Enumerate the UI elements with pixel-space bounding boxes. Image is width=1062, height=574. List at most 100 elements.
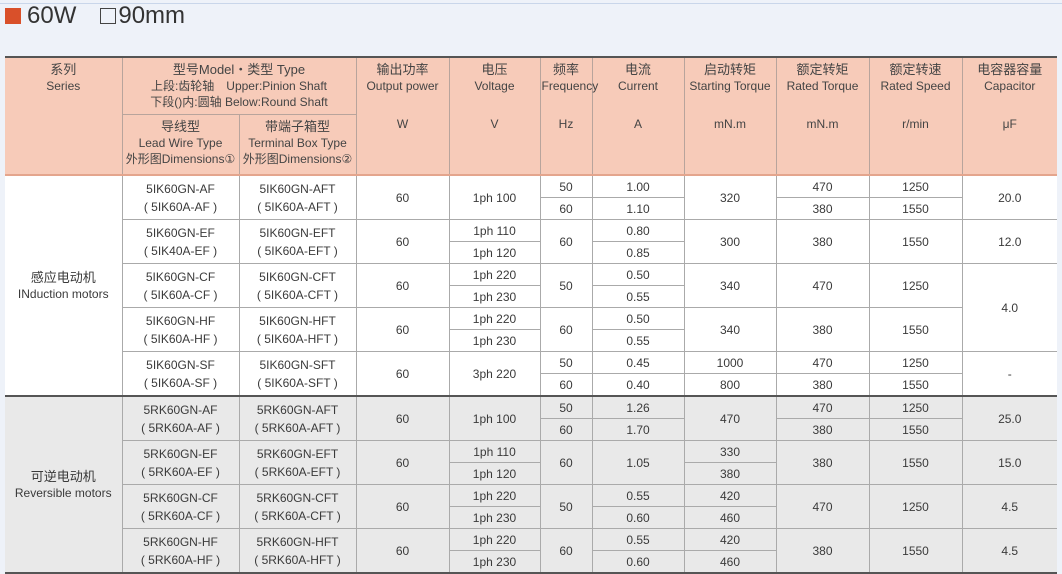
lead-wire-model: 5IK60GN-AF( 5IK60A-AF ) (121, 174, 240, 220)
voltage-cell: 1ph 230 (449, 506, 541, 529)
capacitor-cell: - (961, 351, 1057, 397)
capacitor-cell: 15.0 (961, 440, 1057, 485)
output-power-cell: 60 (355, 395, 450, 441)
rated-speed-cell: 1250 (868, 174, 963, 198)
header-lead-wire: 导线型 Lead Wire Type 外形图Dimensions① (122, 114, 240, 176)
rated-torque-cell: 380 (775, 373, 870, 397)
header-series: 系列 Series (5, 57, 123, 176)
series-label: 感应电动机 INduction motors (5, 174, 123, 397)
starting-torque-cell: 340 (683, 263, 777, 308)
power-rating: 60W (27, 2, 77, 29)
rated-torque-cell: 470 (775, 395, 870, 419)
header-output-power: 输出功率 Output power W (355, 57, 450, 176)
rated-speed-cell: 1550 (868, 418, 962, 441)
terminal-box-model: 5RK60GN-EFT( 5RK60A-EFT ) (238, 440, 357, 485)
header-rated-speed: 额定转速 Rated Speed r/min (868, 57, 963, 176)
voltage-cell: 1ph 110 (448, 440, 541, 463)
capacitor-cell: 4.5 (961, 528, 1057, 574)
table-row: 5IK60GN-SF( 5IK60A-SF ) 5IK60GN-SFT( 5IK6… (5, 351, 1057, 397)
capacitor-cell: 4.5 (961, 484, 1057, 529)
table-row: 可逆电动机 Reversible motors 5RK60GN-AF( 5RK60A… (5, 395, 1057, 574)
frequency-cell: 50 (539, 351, 593, 374)
rated-torque-cell: 380 (775, 418, 870, 441)
table-row: 5IK60GN-CF( 5IK60A-CF ) 5IK60GN-CFT( 5IK6… (5, 263, 1057, 352)
lead-wire-model: 5IK60GN-EF( 5IK40A-EF ) (122, 219, 240, 264)
frequency-cell: 60 (540, 373, 593, 397)
current-cell: 1.10 (591, 197, 685, 220)
top-divider (0, 3, 1062, 4)
table-header: 系列 Series 型号Model・类型 Type 上段:齿轮轴 Upper:Pi… (5, 57, 1057, 176)
frequency-cell: 60 (539, 440, 593, 485)
rated-torque-cell: 470 (775, 263, 870, 308)
capacitor-cell: 25.0 (961, 395, 1057, 441)
output-power-cell: 60 (355, 440, 450, 485)
starting-torque-cell: 320 (683, 174, 777, 220)
voltage-cell: 1ph 220 (448, 307, 541, 330)
table-row: 60 1.70 380 1550 (5, 418, 1057, 441)
header-terminal-box: 带端子箱型 Terminal Box Type 外形图Dimensions② (238, 114, 356, 176)
voltage-cell: 1ph 220 (448, 263, 541, 286)
table-row: 1ph 230 0.55 (5, 329, 1057, 352)
current-cell: 0.55 (591, 484, 685, 507)
table-row: 60 1.10 380 1550 (5, 197, 1057, 220)
frame-size: 90mm (118, 2, 186, 29)
current-cell: 0.50 (591, 307, 685, 330)
table-row: 1ph 230 0.55 (5, 285, 1057, 308)
terminal-box-model: 5IK60GN-EFT( 5IK60A-EFT ) (238, 219, 357, 264)
capacitor-cell: 12.0 (961, 219, 1057, 264)
starting-torque-cell: 1000 (683, 351, 777, 374)
page-title: 60W 90mm (5, 2, 185, 30)
header-model: 型号Model・类型 Type 上段:齿轮轴 Upper:Pinion Shaf… (121, 57, 357, 115)
rated-torque-cell: 470 (775, 174, 870, 198)
voltage-cell: 1ph 100 (448, 174, 541, 220)
capacitor-cell: 4.0 (961, 263, 1057, 352)
output-power-cell: 60 (355, 307, 450, 352)
header-capacitor: 电容器容量 Capacitor μF (961, 57, 1057, 176)
voltage-cell: 1ph 100 (448, 395, 541, 441)
lead-wire-model: 5RK60GN-HF( 5RK60A-HF ) (122, 528, 240, 574)
frequency-cell: 60 (539, 528, 593, 574)
series-group: 可逆电动机 Reversible motors 5RK60GN-AF( 5RK60A… (5, 395, 1057, 574)
lead-wire-model: 5RK60GN-CF( 5RK60A-CF ) (122, 484, 240, 529)
terminal-box-model: 5IK60GN-HFT( 5IK60A-HFT ) (238, 307, 357, 352)
frame-square-icon (100, 8, 117, 24)
header-voltage: 电压 Voltage V (448, 57, 541, 176)
table-row: 1ph 230 0.60 460 (5, 506, 1057, 529)
rated-speed-cell: 1550 (868, 197, 962, 220)
voltage-cell: 1ph 110 (448, 219, 541, 242)
header-rated-torque: 额定转矩 Rated Torque mN.m (775, 57, 870, 176)
voltage-cell: 1ph 120 (449, 241, 541, 264)
current-cell: 0.55 (591, 329, 684, 352)
rated-speed-cell: 1550 (868, 307, 962, 352)
table-row: 5RK60GN-HF( 5RK60A-HF ) 5RK60GN-HFT( 5RK6… (5, 528, 1057, 574)
table-row: 1ph 120 0.85 (5, 241, 1057, 264)
current-cell: 0.55 (591, 528, 685, 551)
current-cell: 0.60 (591, 550, 685, 574)
rated-torque-cell: 380 (775, 197, 870, 220)
frequency-cell: 50 (539, 484, 593, 529)
current-cell: 0.85 (591, 241, 684, 264)
current-cell: 0.60 (591, 506, 685, 529)
rated-torque-cell: 470 (775, 351, 870, 374)
frequency-cell: 50 (539, 174, 593, 198)
current-cell: 0.45 (591, 351, 685, 374)
rated-torque-cell: 380 (775, 219, 870, 264)
table-row: 5IK60GN-EF( 5IK40A-EF ) 5IK60GN-EFT( 5IK6… (5, 219, 1057, 264)
series-group: 感应电动机 INduction motors 5IK60GN-AF( 5IK60A-… (5, 174, 1057, 397)
terminal-box-model: 5IK60GN-SFT( 5IK60A-SFT ) (238, 351, 357, 397)
rated-speed-cell: 1250 (868, 263, 963, 308)
starting-torque-cell: 330 (683, 440, 777, 463)
current-cell: 0.55 (591, 285, 684, 308)
output-power-cell: 60 (355, 263, 450, 308)
lead-wire-model: 5RK60GN-AF( 5RK60A-AF ) (121, 395, 240, 441)
rated-torque-cell: 380 (775, 307, 870, 352)
terminal-box-model: 5IK60GN-AFT( 5IK60A-AFT ) (238, 174, 357, 220)
output-power-cell: 60 (355, 484, 450, 529)
current-cell: 1.70 (591, 418, 685, 441)
rated-speed-cell: 1550 (868, 219, 963, 264)
rated-torque-cell: 380 (775, 440, 870, 485)
lead-wire-model: 5RK60GN-EF( 5RK60A-EF ) (122, 440, 240, 485)
starting-torque-cell: 800 (683, 373, 777, 397)
filled-square-icon (5, 8, 21, 24)
header-frequency: 频率 Frequency Hz (539, 57, 598, 176)
